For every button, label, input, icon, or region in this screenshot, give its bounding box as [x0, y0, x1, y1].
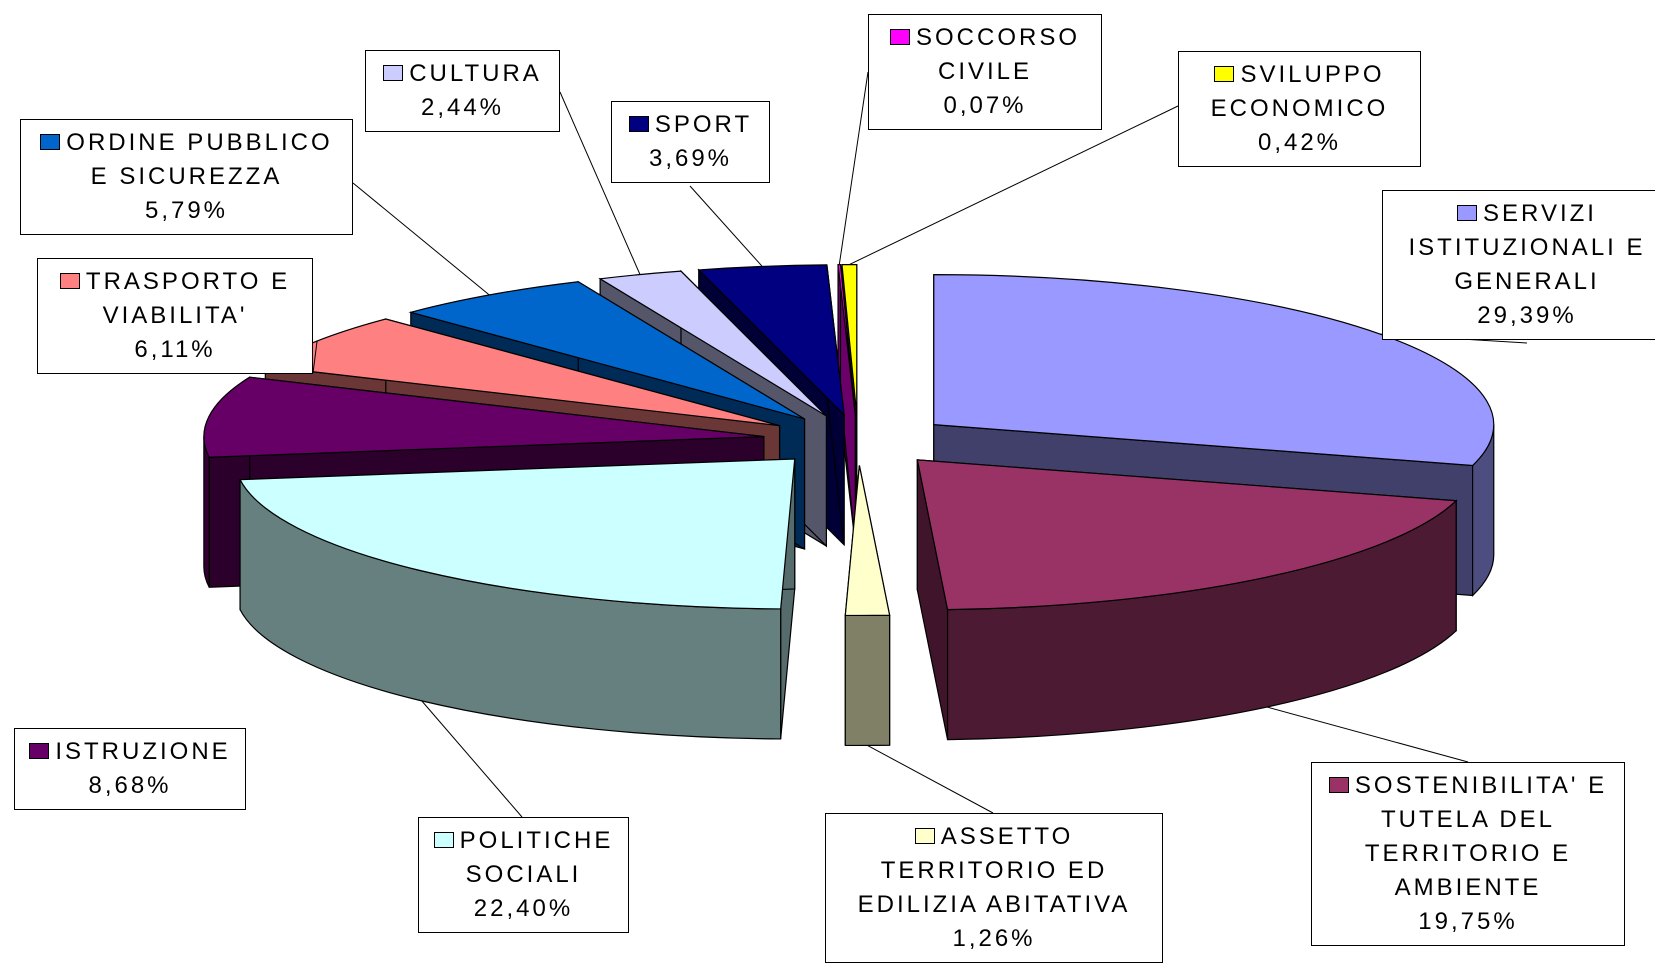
value-label: 1,26%: [952, 925, 1036, 952]
legend-swatch: [889, 29, 910, 45]
leader-line: [352, 182, 490, 296]
data-label: POLITICHE SOCIALI 22,40%: [418, 817, 629, 933]
category-label: SPORT: [654, 111, 753, 138]
legend-swatch: [1457, 205, 1478, 221]
data-label: ORDINE PUBBLICO E SICUREZZA 5,79%: [20, 119, 353, 235]
category-label: CULTURA: [409, 60, 542, 87]
legend-swatch: [59, 273, 80, 289]
legend-swatch: [383, 65, 404, 81]
leader-line: [312, 341, 318, 374]
legend-swatch: [433, 832, 454, 848]
legend-swatch: [40, 134, 61, 150]
slice-top: [598, 270, 827, 417]
category-label: ASSETTO TERRITORIO ED EDILIZIA ABITATIVA: [857, 823, 1131, 918]
slice-top: [844, 465, 891, 617]
leader-line: [421, 700, 523, 818]
slice-top: [697, 264, 845, 417]
data-label: SOSTENIBILITA' E TUTELA DEL TERRITORIO E…: [1311, 762, 1625, 946]
value-label: 22,40%: [473, 895, 574, 922]
category-label: ORDINE PUBBLICO E SICUREZZA: [66, 129, 333, 190]
legend-swatch: [29, 743, 50, 759]
value-label: 29,39%: [1477, 302, 1577, 329]
legend-swatch: [628, 116, 649, 132]
data-label: SVILUPPO ECONOMICO 0,42%: [1178, 51, 1421, 167]
data-label: SERVIZI ISTITUZIONALI E GENERALI 29,39%: [1382, 190, 1655, 340]
data-label: SOCCORSO CIVILE 0,07%: [868, 14, 1102, 130]
leader-line: [559, 91, 641, 275]
data-label: ASSETTO TERRITORIO ED EDILIZIA ABITATIVA…: [825, 813, 1163, 963]
legend-swatch: [1214, 66, 1235, 82]
slice-wall: [844, 614, 891, 747]
leader-line: [689, 185, 763, 267]
legend-swatch: [914, 828, 935, 844]
value-label: 5,79%: [144, 197, 229, 224]
category-label: SOSTENIBILITA' E TUTELA DEL TERRITORIO E…: [1354, 772, 1608, 901]
value-label: 0,07%: [943, 92, 1027, 119]
category-label: TRASPORTO E VIABILITA': [85, 268, 291, 329]
data-label: TRASPORTO E VIABILITA' 6,11%: [37, 258, 313, 374]
leader-line: [838, 71, 869, 265]
value-label: 6,11%: [134, 336, 216, 363]
leader-line: [849, 105, 1179, 266]
slice-top: [203, 376, 764, 458]
category-label: SOCCORSO CIVILE: [915, 24, 1080, 85]
slice-top: [408, 281, 805, 420]
data-label: ISTRUZIONE 8,68%: [14, 728, 246, 810]
value-label: 3,69%: [648, 145, 733, 172]
data-label: CULTURA 2,44%: [365, 50, 560, 132]
value-label: 19,75%: [1418, 908, 1518, 935]
slice-top: [916, 459, 1458, 611]
slice-wall: [203, 436, 210, 588]
category-label: SERVIZI ISTITUZIONALI E GENERALI: [1408, 200, 1646, 295]
leader-line: [867, 744, 994, 814]
slice-top: [239, 458, 796, 610]
category-label: SVILUPPO ECONOMICO: [1210, 61, 1389, 122]
slice-top: [933, 274, 1495, 467]
category-label: ISTRUZIONE: [55, 738, 231, 765]
value-label: 2,44%: [420, 94, 505, 121]
leader-line: [1266, 706, 1469, 763]
data-label: SPORT 3,69%: [611, 101, 770, 183]
value-label: 0,42%: [1257, 129, 1342, 156]
category-label: POLITICHE SOCIALI: [459, 827, 614, 888]
value-label: 8,68%: [88, 772, 172, 799]
legend-swatch: [1328, 777, 1349, 793]
